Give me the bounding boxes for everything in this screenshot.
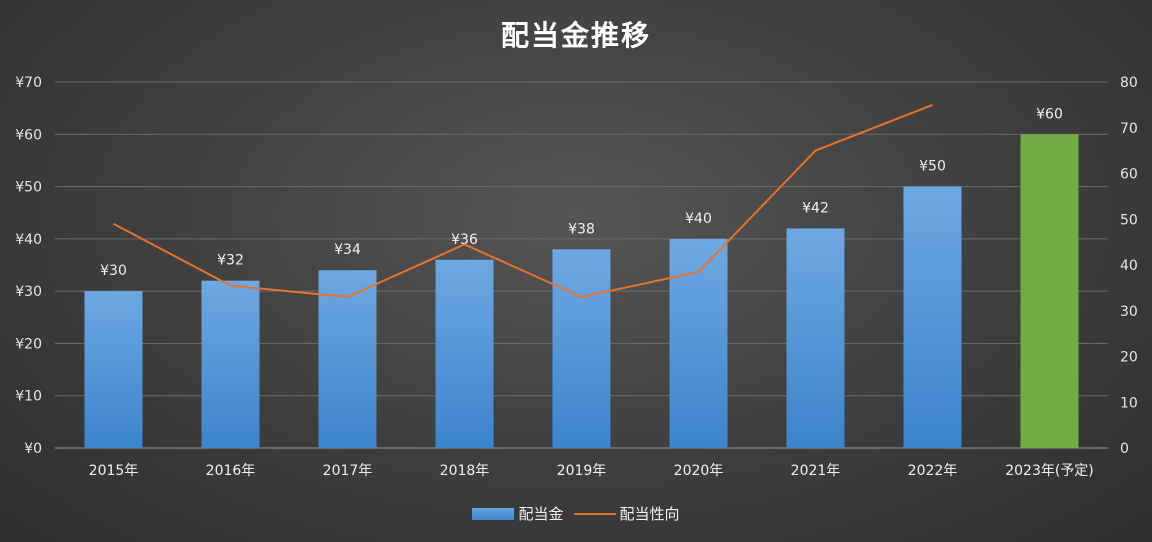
y-right-tick-label: 0 — [1120, 441, 1129, 457]
legend-item-payout-ratio: 配当性向 — [573, 503, 680, 524]
bar — [435, 259, 494, 448]
legend-label-payout-ratio: 配当性向 — [619, 505, 680, 523]
bar-data-label: ¥34 — [334, 242, 361, 258]
bar — [903, 186, 962, 449]
bar — [318, 270, 377, 448]
y-right-tick-label: 70 — [1120, 121, 1138, 137]
y-left-tick-label: ¥20 — [15, 336, 42, 352]
y-left-tick-label: ¥60 — [15, 127, 42, 143]
x-category-label: 2019年 — [557, 463, 607, 479]
bar-data-label: ¥32 — [217, 253, 244, 269]
y-right-tick-label: 60 — [1120, 167, 1138, 183]
x-category-label: 2018年 — [440, 463, 490, 479]
bar-data-label: ¥42 — [802, 200, 829, 216]
y-left-tick-label: ¥0 — [24, 441, 42, 457]
y-right-tick-label: 80 — [1120, 75, 1138, 91]
bar-data-label: ¥38 — [568, 221, 595, 237]
bar-data-label: ¥40 — [685, 211, 712, 227]
y-right-tick-label: 20 — [1120, 350, 1138, 366]
bar — [201, 280, 260, 448]
bar-data-label: ¥50 — [919, 159, 946, 175]
bar — [84, 291, 143, 448]
x-category-label: 2017年 — [323, 463, 373, 479]
y-left-tick-label: ¥40 — [15, 232, 42, 248]
bar — [786, 228, 845, 448]
x-category-label: 2022年 — [908, 463, 958, 479]
y-left-tick-label: ¥30 — [15, 284, 42, 300]
bar — [669, 238, 728, 448]
x-category-label: 2020年 — [674, 463, 724, 479]
payout-ratio-line — [113, 103, 933, 298]
x-category-label: 2021年 — [791, 463, 841, 479]
legend-item-dividend: 配当金 — [472, 503, 564, 524]
chart-legend: 配当金 配当性向 — [0, 503, 1152, 524]
x-category-label: 2015年 — [89, 463, 139, 479]
y-right-tick-label: 10 — [1120, 395, 1138, 411]
y-right-tick-label: 30 — [1120, 304, 1138, 320]
bar-data-label: ¥30 — [100, 263, 127, 279]
bar-data-label: ¥36 — [451, 232, 478, 248]
bar — [1020, 134, 1079, 449]
x-category-label: 2023年(予定) — [1005, 463, 1094, 479]
y-left-tick-label: ¥10 — [15, 389, 42, 405]
bar — [552, 249, 611, 448]
x-category-label: 2016年 — [206, 463, 256, 479]
y-right-tick-label: 40 — [1120, 258, 1138, 274]
bar-data-label: ¥60 — [1036, 106, 1063, 122]
y-left-tick-label: ¥70 — [15, 75, 42, 91]
y-right-tick-label: 50 — [1120, 212, 1138, 228]
legend-swatch-line — [573, 512, 616, 515]
legend-label-dividend: 配当金 — [518, 505, 564, 523]
y-left-tick-label: ¥50 — [15, 180, 42, 196]
chart-title: 配当金推移 — [500, 19, 651, 52]
legend-swatch-bar — [472, 507, 515, 520]
